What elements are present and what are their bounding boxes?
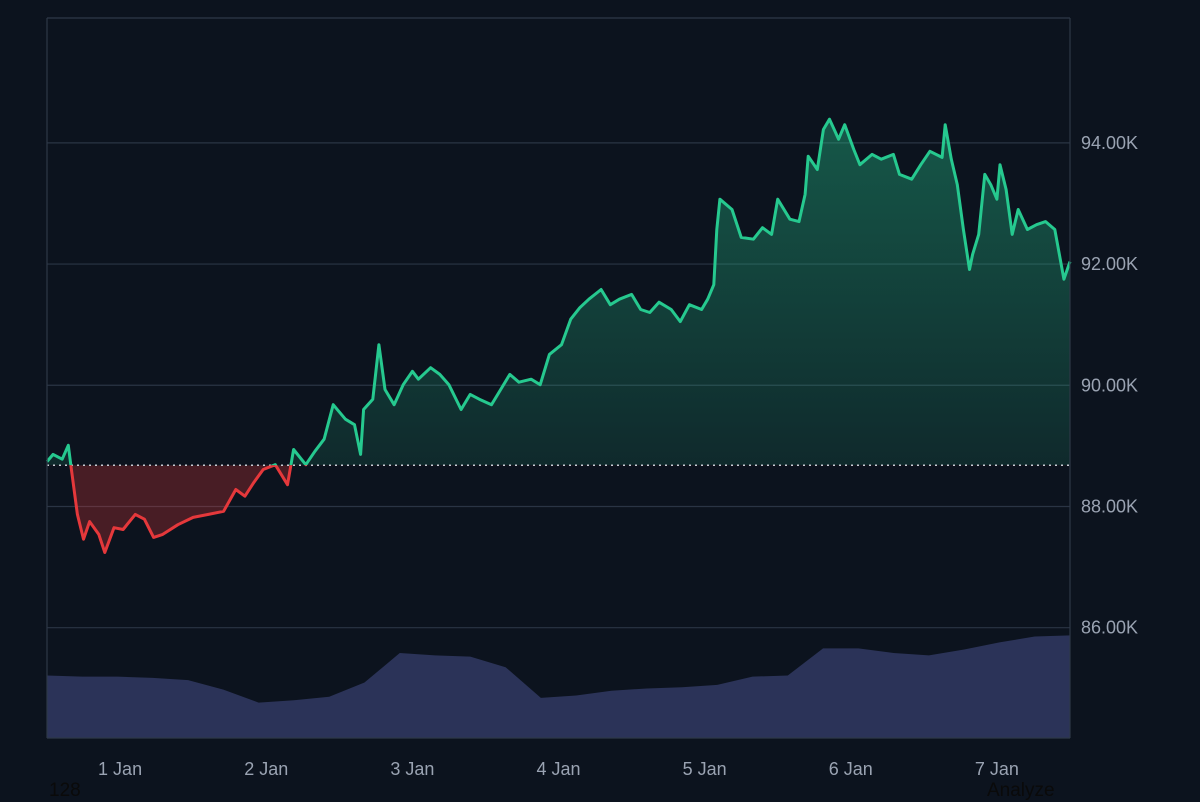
x-tick-label: 4 Jan — [536, 759, 580, 779]
x-tick-label: 2 Jan — [244, 759, 288, 779]
price-line-up — [45, 117, 1072, 466]
y-tick-label: 94.00K — [1081, 133, 1138, 153]
x-tick-label: 1 Jan — [98, 759, 142, 779]
y-tick-label: 92.00K — [1081, 254, 1138, 274]
price-line — [45, 117, 1072, 554]
chart-frame — [46, 17, 1071, 739]
x-tick-label: 7 Jan — [975, 759, 1019, 779]
x-tick-label: 5 Jan — [683, 759, 727, 779]
down-area-fill — [47, 465, 1070, 553]
price-fill — [47, 119, 1070, 553]
x-tick-label: 3 Jan — [390, 759, 434, 779]
y-tick-label: 90.00K — [1081, 375, 1138, 395]
up-area-fill — [47, 119, 1070, 466]
volume-shape — [47, 635, 1070, 738]
volume-area — [47, 635, 1070, 738]
price-line-down — [69, 465, 308, 554]
y-tick-label: 86.00K — [1081, 618, 1138, 638]
y-tick-label: 88.00K — [1081, 496, 1138, 516]
x-axis: 1 Jan 2 Jan 3 Jan 4 Jan 5 Jan 6 Jan 7 Jan — [98, 759, 1019, 779]
x-tick-label: 6 Jan — [829, 759, 873, 779]
overlay-count-text: 128 — [49, 780, 81, 801]
analyze-button[interactable]: Analyze — [987, 780, 1055, 801]
y-axis: 86.00K 88.00K 90.00K 92.00K 94.00K — [1081, 133, 1138, 638]
